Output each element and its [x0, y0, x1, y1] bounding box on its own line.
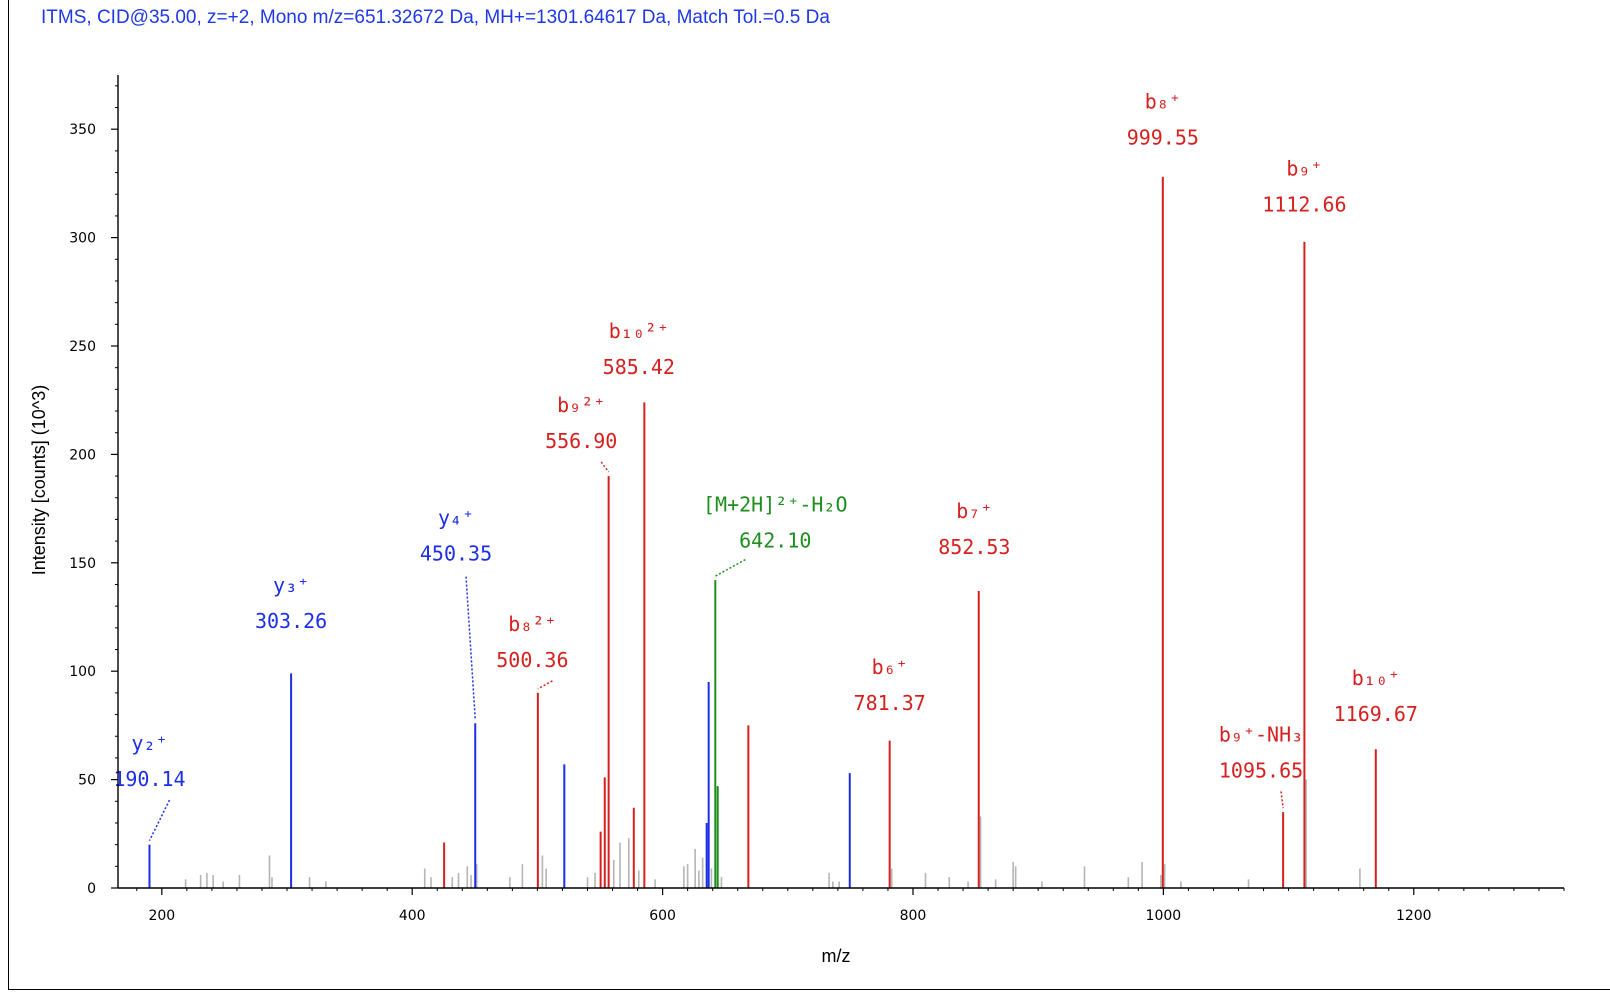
peak-ion-label: y₄⁺ [438, 506, 474, 530]
x-tick-label: 400 [399, 908, 426, 924]
y-tick-label: 50 [78, 773, 96, 789]
x-tick-label: 1200 [1396, 908, 1432, 924]
x-tick-label: 800 [900, 908, 927, 924]
annotation-leader [148, 799, 171, 841]
x-tick-label: 200 [148, 908, 175, 924]
annotation-leader [465, 576, 476, 720]
peak-ion-label: b₉⁺-NH₃ [1219, 722, 1303, 746]
annotation-leader [714, 558, 746, 577]
y-tick-label: 250 [69, 339, 96, 355]
peak-ion-label: y₃⁺ [273, 573, 309, 597]
peak-ion-label: y₂⁺ [131, 731, 167, 755]
peak-ion-label: b₁₀²⁺ [609, 319, 669, 343]
annotation-leader [600, 461, 610, 473]
peak-mz-label: 1169.67 [1334, 702, 1418, 726]
peak-ion-label: b₈²⁺ [508, 612, 556, 636]
peak-mz-label: 852.53 [938, 535, 1010, 559]
axis-ticks: 0 50 100 150 200 250 300 350 200 400 600 800 1000 120… [69, 85, 1565, 924]
x-axis-title: m/z [822, 946, 851, 966]
peak-mz-label: 1112.66 [1262, 193, 1346, 217]
peak-mz-label: 781.37 [854, 691, 926, 715]
peak-mz-label: 190.14 [113, 767, 185, 791]
y-tick-label: 100 [69, 664, 96, 680]
peak-ion-label: b₆⁺ [872, 655, 908, 679]
peak-annotations: y₂⁺ 190.14 y₃⁺ 303.26 y₄⁺ 450.35 b₈²⁺ 500.36 b₉²… [113, 89, 1418, 841]
peak-ion-label: b₇⁺ [956, 499, 992, 523]
x-tick-label: 600 [649, 908, 676, 924]
peak-ion-label: b₉⁺ [1286, 157, 1322, 181]
peak-mz-label: 450.35 [420, 542, 492, 566]
y-tick-label: 0 [87, 881, 96, 897]
peak-ion-label: b₁₀⁺ [1352, 666, 1400, 690]
y-tick-label: 300 [69, 231, 96, 247]
peak-mz-label: 500.36 [496, 648, 568, 672]
peak-mz-label: 642.10 [739, 529, 811, 553]
peak-ion-label: b₉²⁺ [557, 393, 605, 417]
peak-mz-label: 303.26 [255, 609, 327, 633]
x-tick-label: 1000 [1146, 908, 1182, 924]
peak-ion-label: b₈⁺ [1145, 89, 1181, 113]
peak-mz-label: 1095.65 [1219, 758, 1303, 782]
peak-mz-label: 556.90 [545, 429, 617, 453]
peak-mz-label: 585.42 [603, 355, 675, 379]
chart-frame [8, 0, 1610, 990]
peak-ion-label: [M+2H]²⁺-H₂O [703, 493, 848, 517]
annotation-leader [1280, 791, 1284, 809]
peaks [148, 176, 1377, 888]
y-tick-label: 150 [69, 556, 96, 572]
peak-mz-label: 999.55 [1127, 125, 1199, 149]
annotation-leader [537, 680, 553, 690]
y-tick-label: 350 [69, 122, 96, 138]
spectrum-header: ITMS, CID@35.00, z=+2, Mono m/z=651.3267… [41, 7, 830, 28]
y-tick-label: 200 [69, 447, 96, 463]
y-axis-title: Intensity [counts] (10^3) [29, 385, 49, 576]
